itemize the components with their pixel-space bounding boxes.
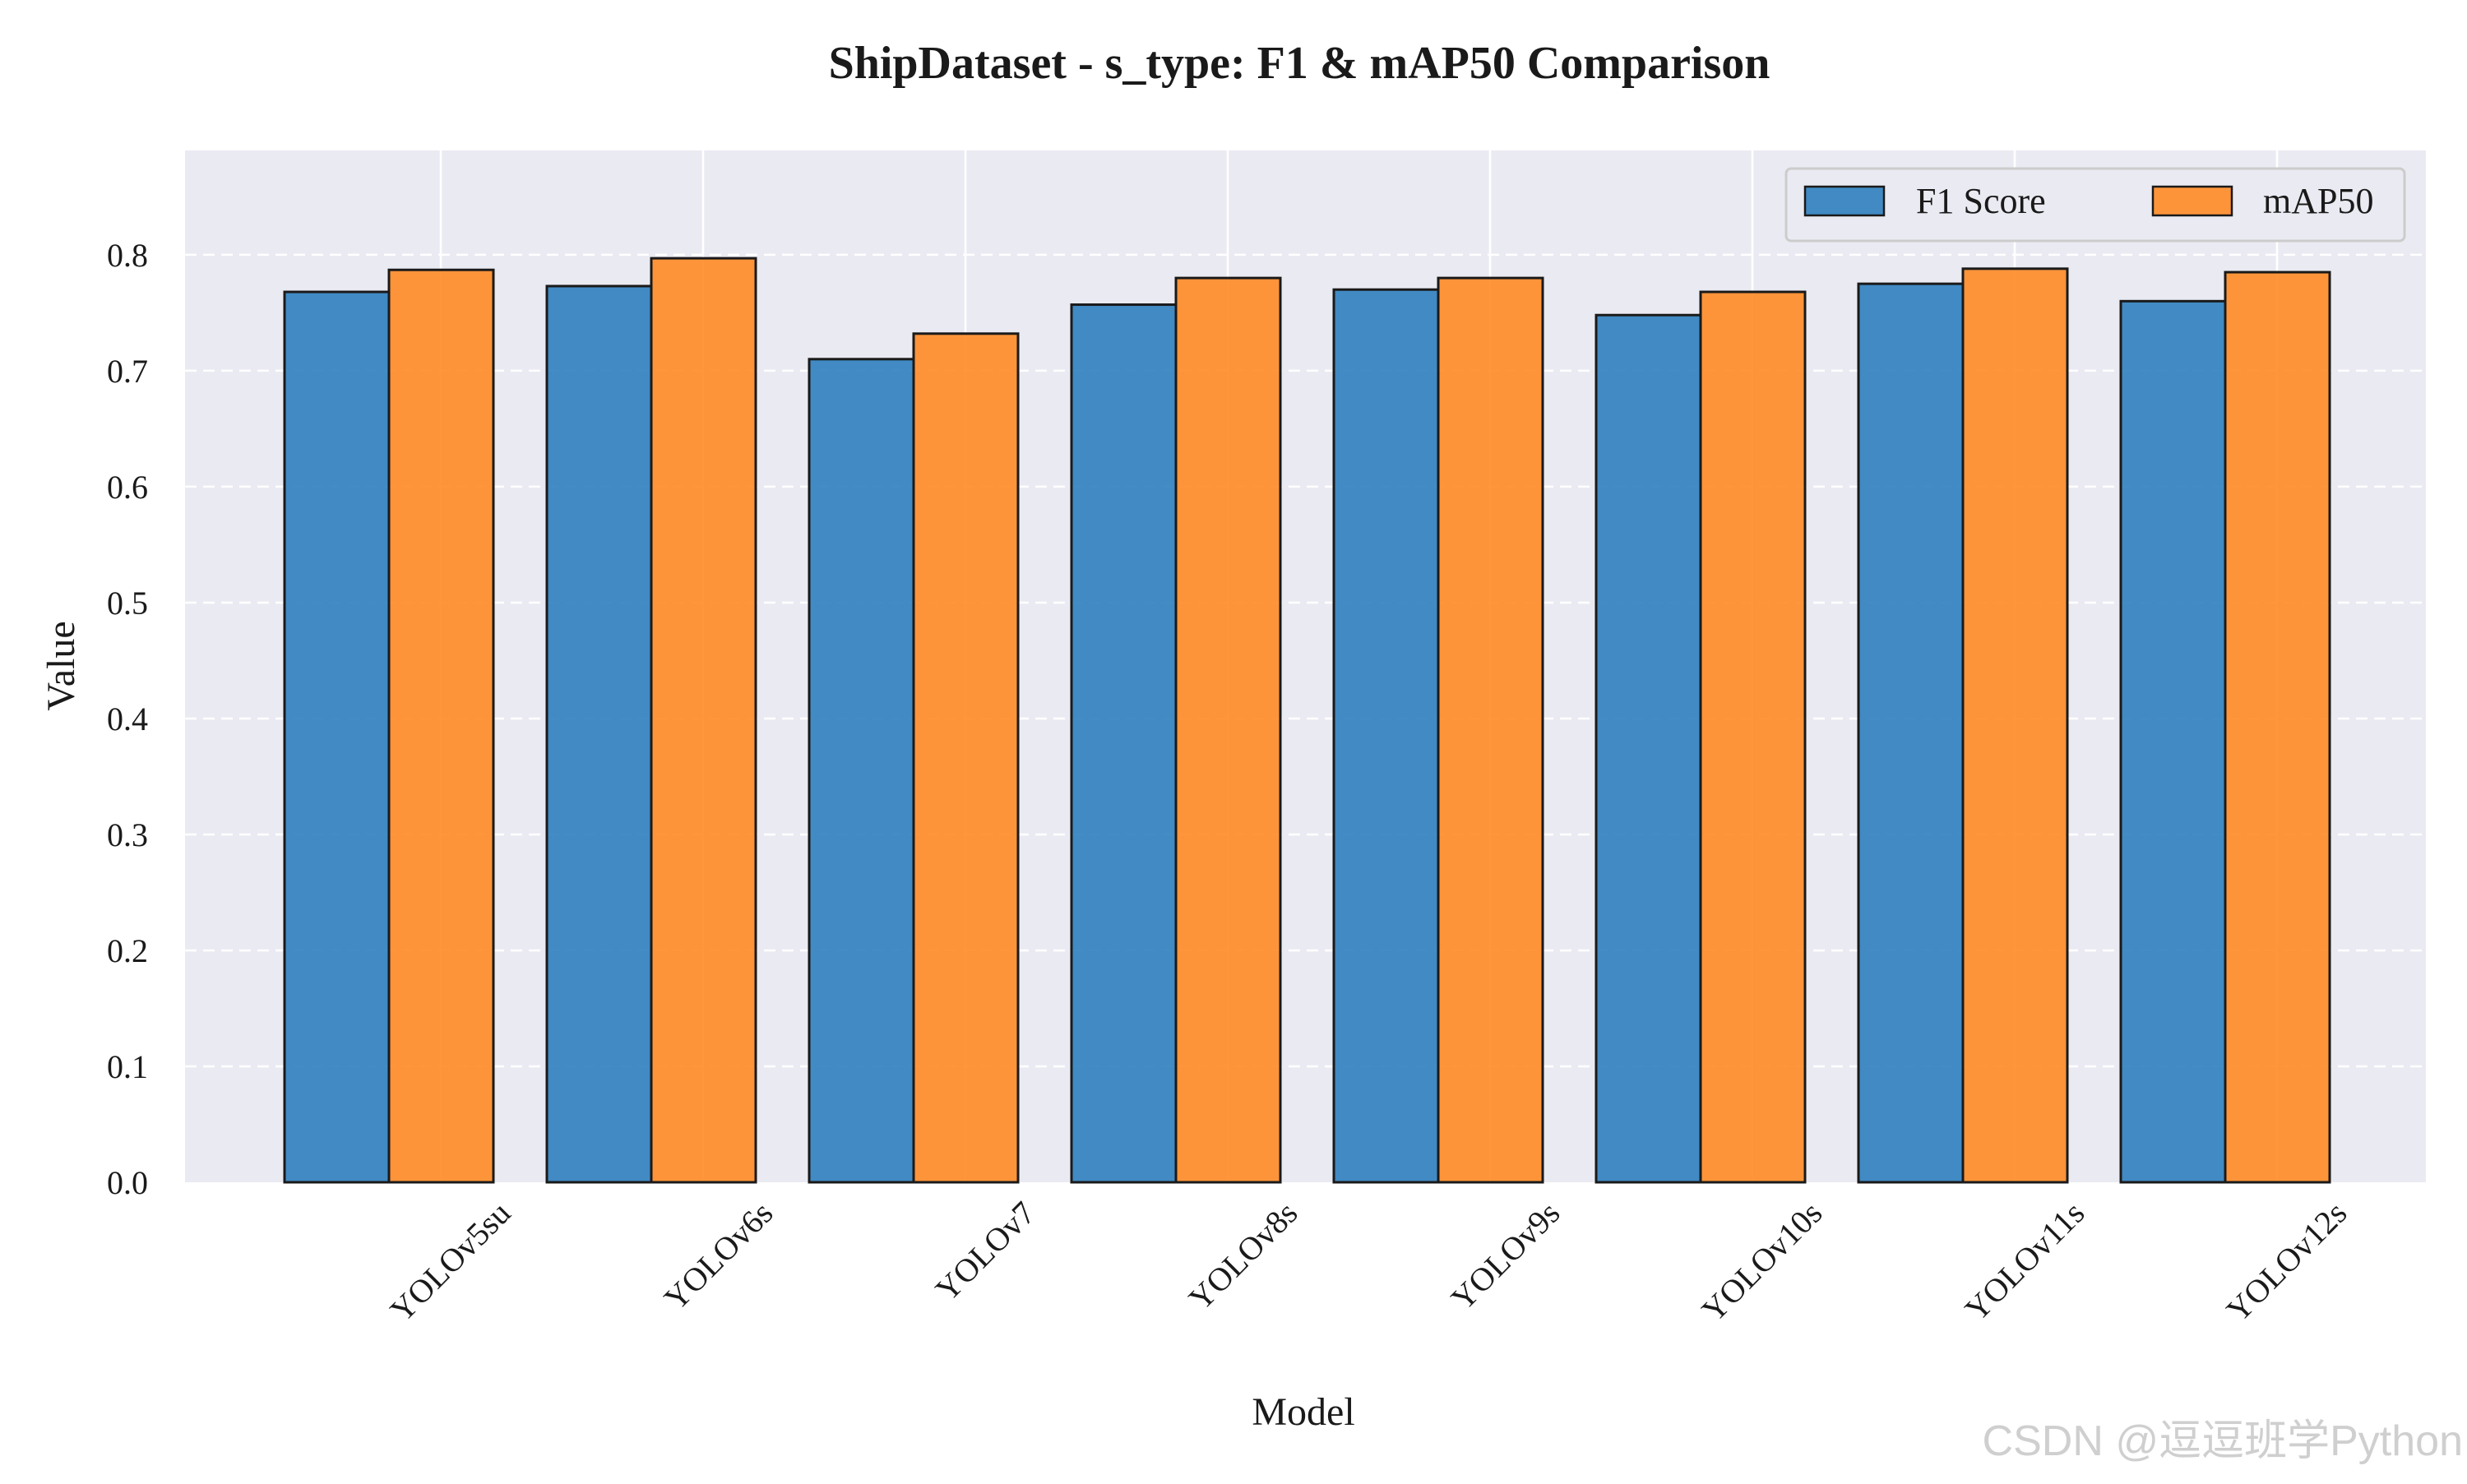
legend-swatch-map50 [2151,185,2233,217]
y-tick-label: 0.0 [107,1164,148,1201]
y-tick-labels: 0.0 0.1 0.2 0.3 0.4 0.5 0.6 0.7 0.8 [107,237,148,1201]
legend-label-map50: mAP50 [2263,181,2373,221]
bar-map50-yolov12s [2224,270,2331,1184]
bars-group [283,257,2331,1184]
bar-map50-yolov11s [1961,267,2069,1184]
legend: F1 Score mAP50 [1784,167,2406,243]
legend-frame [1784,167,2406,243]
bar-map50-yolov9s [1437,276,1544,1184]
plot-area [185,150,2426,1182]
x-axis-label: Model [1252,1390,1354,1434]
watermark: CSDN @逗逗班学Python [1983,1417,2463,1465]
bar-map50-yolov10s [1699,290,1807,1184]
bar-f1-score-yolov5su [283,290,391,1184]
legend-swatch-f1-score [1803,185,1886,217]
y-tick-label: 0.8 [107,237,148,274]
y-axis-label: Value [39,621,83,710]
bar-f1-score-yolov10s [1595,313,1702,1184]
bar-f1-score-yolov6s [545,284,653,1184]
bar-map50-yolov8s [1174,276,1282,1184]
y-tick-label: 0.2 [107,932,148,969]
y-tick-label: 0.1 [107,1048,148,1085]
y-tick-label: 0.6 [107,469,148,506]
y-tick-label: 0.5 [107,585,148,622]
chart-title: ShipDataset - s_type: F1 & mAP50 Compari… [829,38,1770,89]
bar-map50-yolov7 [912,332,1020,1184]
y-tick-label: 0.7 [107,353,148,390]
bar-map50-yolov6s [650,257,757,1184]
bar-f1-score-yolov11s [1857,282,1965,1184]
bar-f1-score-yolov12s [2119,299,2227,1184]
bar-f1-score-yolov9s [1332,288,1440,1184]
bar-map50-yolov5su [387,268,495,1184]
y-tick-label: 0.4 [107,700,148,737]
bar-f1-score-yolov8s [1070,303,1178,1184]
y-tick-label: 0.3 [107,816,148,853]
legend-label-f1-score: F1 Score [1916,181,2046,221]
bar-f1-score-yolov7 [808,358,915,1184]
